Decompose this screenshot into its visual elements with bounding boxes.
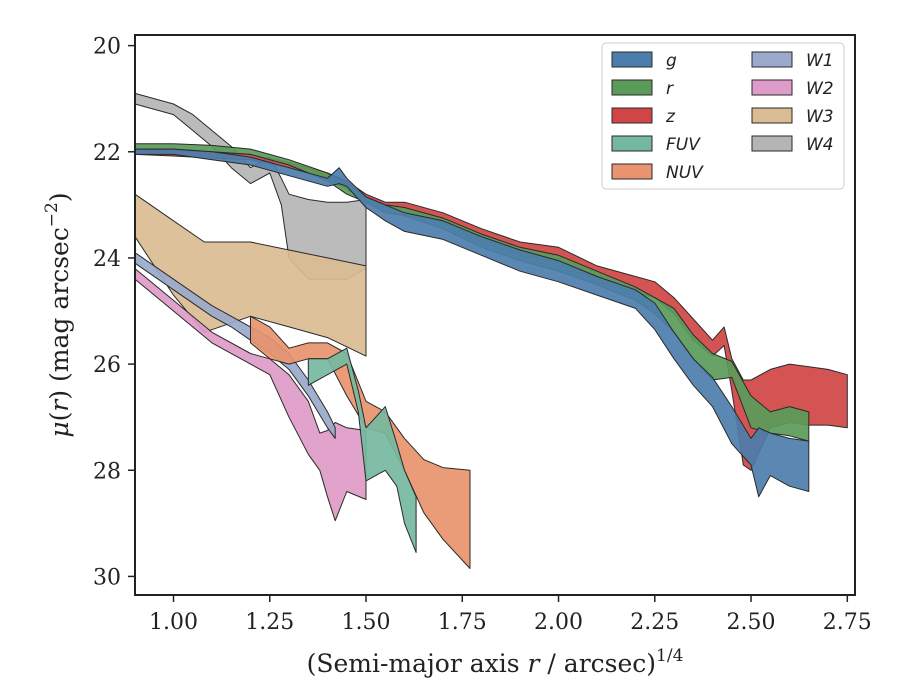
y-tick-label: 26: [93, 353, 121, 378]
legend-swatch: [611, 79, 653, 96]
legend-item-z: z: [611, 107, 676, 127]
legend-item-w4: W4: [751, 135, 834, 155]
legend-label: W3: [806, 107, 834, 127]
y-axis-label: μ(r) (mag arcsec−2): [42, 192, 74, 437]
legend-item-g: g: [611, 51, 677, 71]
x-tick-label: 1.25: [245, 610, 294, 635]
legend-label: g: [666, 51, 677, 71]
legend-item-r: r: [611, 79, 674, 99]
y-tick-label: 22: [93, 141, 121, 166]
x-axis-label: (Semi-major axis r / arcsec)1/4: [307, 646, 684, 678]
legend-label: FUV: [666, 135, 701, 155]
legend-item-w1: W1: [751, 51, 834, 71]
legend-item-nuv: NUV: [611, 163, 704, 183]
legend-swatch: [751, 135, 793, 152]
y-tick-label: 20: [93, 35, 121, 60]
y-tick-label: 24: [93, 247, 121, 272]
legend-swatch: [611, 107, 653, 124]
series-band-g: [134, 148, 810, 498]
x-tick-label: 2.00: [534, 610, 583, 635]
legend-swatch: [751, 79, 793, 96]
series-band-w3: [134, 193, 367, 357]
series-bands: [134, 92, 848, 569]
legend-swatch: [751, 107, 793, 124]
y-tick-label: 30: [93, 565, 121, 590]
series-band-w1: [134, 252, 336, 439]
legend-label: r: [666, 79, 674, 99]
legend-swatch: [611, 163, 653, 180]
x-tick-label: 2.25: [630, 610, 679, 635]
legend-item-fuv: FUV: [611, 135, 701, 155]
x-tick-label: 1.00: [149, 610, 198, 635]
legend: grz FUV NUV W1 W2 W3 W4: [601, 42, 845, 190]
legend-swatch: [611, 51, 653, 68]
legend-swatch: [611, 135, 653, 152]
legend-label: W2: [806, 79, 834, 99]
x-axis-ticks: 1.00 1.25 1.50 1.75 2.00 2.25 2.50 2.75: [149, 595, 872, 635]
legend-item-w2: W2: [751, 79, 834, 99]
legend-label: W1: [806, 51, 834, 71]
legend-swatch: [751, 51, 793, 68]
x-tick-label: 2.75: [823, 610, 872, 635]
legend-label: W4: [806, 135, 834, 155]
y-tick-label: 28: [93, 459, 121, 484]
y-axis-ticks: 20 22 24 26 28 30: [93, 35, 135, 590]
legend-label: NUV: [666, 163, 704, 183]
legend-label: z: [665, 107, 676, 127]
plot-frame: [134, 34, 856, 596]
x-tick-label: 2.50: [727, 610, 776, 635]
legend-item-w3: W3: [751, 107, 834, 127]
series-band-fuv: [307, 347, 417, 553]
x-tick-label: 1.50: [342, 610, 391, 635]
x-tick-label: 1.75: [438, 610, 487, 635]
